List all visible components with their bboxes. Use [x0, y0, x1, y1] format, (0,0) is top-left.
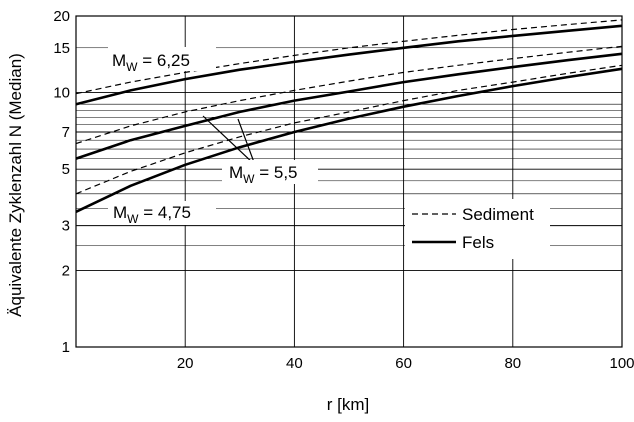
x-tick-label: 100	[609, 355, 634, 372]
x-tick-label: 40	[286, 355, 303, 372]
x-axis-title: r [km]	[327, 395, 370, 414]
annotation-value: = 5,5	[255, 163, 298, 182]
y-tick-label: 10	[53, 85, 70, 102]
series-line-fels-mw-55	[75, 52, 623, 160]
annotation-value: = 6,25	[138, 51, 190, 70]
annotation-m: M	[112, 51, 126, 70]
annotation-mw-475: MW = 4,75	[108, 201, 216, 226]
annotation-sub: W	[126, 60, 138, 74]
y-tick-label: 3	[62, 218, 70, 235]
annotation-mw-625: MW = 6,25	[108, 47, 216, 74]
x-tick-label: 80	[504, 355, 521, 372]
plot-frame	[75, 15, 623, 348]
series-layer	[75, 19, 623, 213]
series-line-sediment-mw-625	[75, 19, 623, 95]
legend: Sediment Fels	[405, 199, 550, 259]
annotation-value: = 4,75	[139, 203, 191, 222]
annotation-mw-55: MW = 5,5	[202, 115, 318, 186]
legend-label-sediment: Sediment	[462, 205, 534, 224]
y-tick-label: 20	[53, 8, 70, 25]
svg-text:MW = 6,25: MW = 6,25	[112, 51, 190, 74]
series-line-sediment-mw-475	[75, 64, 623, 195]
annotation-m: M	[113, 203, 127, 222]
x-tick-label: 60	[395, 355, 412, 372]
svg-text:MW = 5,5: MW = 5,5	[229, 163, 298, 186]
annotation-sub: W	[243, 172, 255, 186]
series-line-fels-mw-475	[75, 67, 623, 213]
x-tick-label: 20	[177, 355, 194, 372]
series-line-sediment-mw-55	[75, 45, 623, 145]
series-line-fels-mw-625	[75, 24, 623, 106]
y-tick-label: 2	[62, 262, 70, 279]
y-tick-label: 7	[62, 124, 70, 141]
tick-labels: 1 2 3 5 7 10 15 20 20 40 60 80 100	[53, 8, 634, 372]
annotation-m: M	[229, 163, 243, 182]
svg-text:MW = 4,75: MW = 4,75	[113, 203, 191, 226]
legend-label-fels: Fels	[462, 233, 494, 252]
annotation-sub: W	[127, 212, 139, 226]
y-tick-label: 5	[62, 161, 70, 178]
y-tick-label: 1	[62, 339, 70, 356]
y-axis-title: Äquivalente Zyklenzahl N (Median)	[6, 53, 25, 317]
y-tick-label: 15	[53, 40, 70, 57]
